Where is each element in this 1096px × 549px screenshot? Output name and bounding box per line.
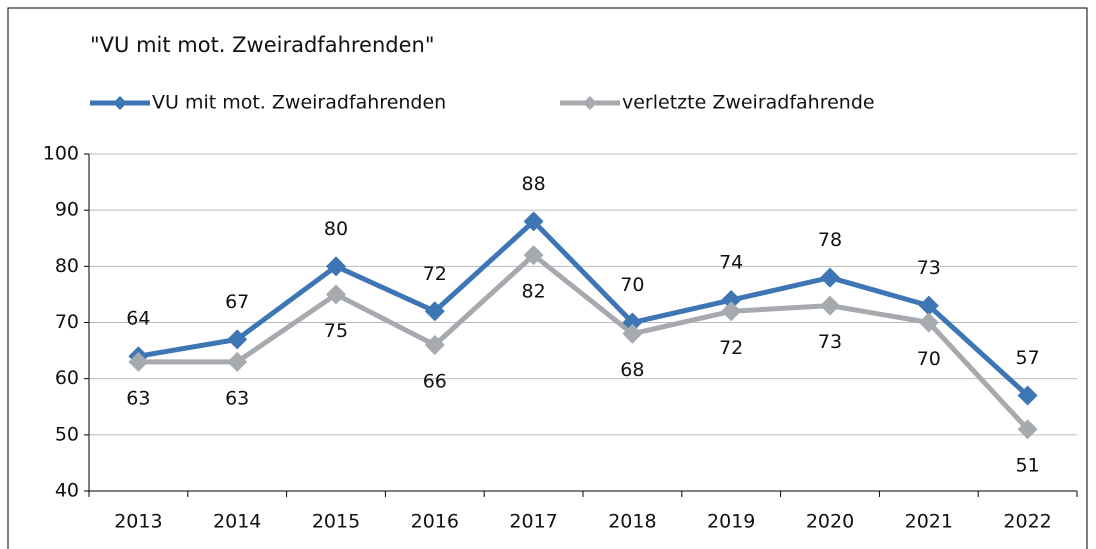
y-tick-label: 60	[55, 367, 79, 389]
point-marker	[523, 245, 544, 266]
data-label: 64	[126, 308, 150, 330]
point-marker	[326, 256, 346, 277]
x-tick-label: 2019	[707, 511, 755, 533]
x-tick-label: 2018	[608, 511, 656, 533]
data-label: 72	[719, 337, 743, 359]
data-label: 57	[1016, 347, 1040, 369]
data-label: 74	[719, 252, 743, 274]
y-tick-label: 80	[55, 255, 79, 277]
y-tick-label: 50	[55, 423, 79, 445]
legend-marker	[113, 96, 127, 110]
data-label: 73	[818, 331, 842, 353]
data-label: 63	[126, 387, 150, 409]
frame	[7, 7, 1088, 549]
y-tick-label: 40	[55, 480, 79, 502]
point-marker	[820, 267, 840, 288]
point-marker	[326, 284, 346, 305]
point-marker	[622, 323, 643, 344]
data-label: 73	[917, 257, 941, 279]
data-label: 70	[917, 348, 941, 370]
point-marker	[721, 290, 742, 311]
point-marker	[424, 334, 445, 355]
legend-label: VU mit mot. Zweiradfahrenden	[152, 92, 446, 114]
x-tick-label: 2013	[114, 511, 162, 533]
data-label: 88	[522, 173, 546, 195]
y-tick-label: 100	[43, 143, 79, 165]
y-tick-label: 90	[55, 199, 79, 221]
point-marker	[1017, 385, 1038, 406]
point-marker	[227, 329, 248, 350]
point-marker	[622, 312, 643, 333]
data-label: 70	[620, 274, 644, 296]
point-marker	[227, 351, 248, 372]
data-label: 80	[324, 218, 348, 240]
x-tick-label: 2017	[509, 511, 557, 533]
point-marker	[1017, 419, 1038, 440]
point-marker	[424, 301, 445, 322]
series-line	[137, 218, 1030, 398]
data-label: 75	[324, 320, 348, 342]
y-tick-label: 70	[55, 311, 79, 333]
chart-title: "VU mit mot. Zweiradfahrenden"	[90, 33, 435, 57]
x-tick-label: 2022	[1003, 511, 1051, 533]
point-marker	[918, 295, 939, 316]
x-tick-label: 2021	[905, 511, 953, 533]
data-label: 78	[818, 229, 842, 251]
data-label: 51	[1016, 455, 1040, 477]
data-label: 66	[423, 370, 447, 392]
x-tick-label: 2020	[806, 511, 854, 533]
data-label: 63	[225, 387, 249, 409]
x-tick-label: 2016	[411, 511, 459, 533]
data-label: 68	[620, 359, 644, 381]
data-label: 67	[225, 291, 249, 313]
data-label: 72	[423, 263, 447, 285]
legend-marker	[583, 96, 597, 110]
point-marker	[721, 301, 742, 322]
x-tick-label: 2015	[312, 511, 360, 533]
legend-label: verletzte Zweiradfahrende	[622, 92, 875, 114]
point-marker	[820, 295, 840, 316]
point-marker	[128, 351, 149, 372]
point-marker	[918, 312, 939, 333]
series-line	[138, 252, 1030, 431]
x-tick-label: 2014	[213, 511, 261, 533]
point-marker	[523, 211, 544, 232]
data-label: 82	[522, 281, 546, 303]
